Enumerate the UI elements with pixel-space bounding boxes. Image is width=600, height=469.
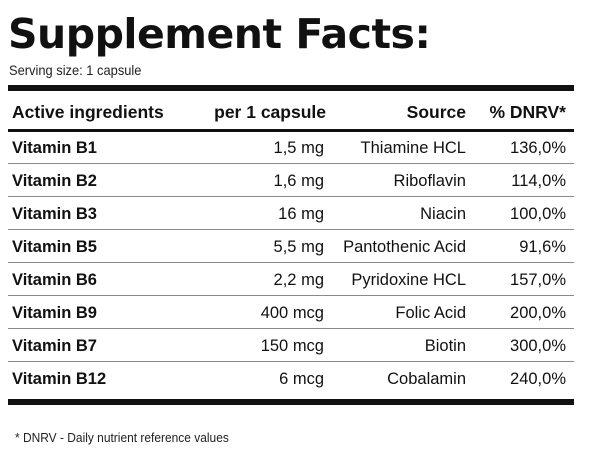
ingredient-dnrv: 136,0% (510, 139, 566, 157)
header-dose: per 1 capsule (214, 102, 326, 122)
ingredient-name: Vitamin B7 (12, 337, 97, 355)
ingredient-dnrv: 300,0% (510, 337, 566, 355)
ingredient-dose: 1,5 mg (273, 139, 324, 157)
table-row: Vitamin B2 1,6 mg Riboflavin 114,0% (8, 166, 574, 197)
table-row: Vitamin B5 5,5 mg Pantothenic Acid 91,6% (8, 232, 574, 263)
header-ingredient: Active ingredients (12, 102, 164, 122)
ingredient-dnrv: 240,0% (510, 370, 566, 388)
table-header: Active ingredients per 1 capsule Source … (8, 98, 574, 126)
table-row: Vitamin B6 2,2 mg Pyridoxine HCL 157,0% (8, 265, 574, 296)
page-title: Supplement Facts: (8, 10, 431, 58)
ingredient-source: Cobalamin (387, 370, 466, 388)
ingredient-dose: 16 mg (278, 205, 324, 223)
ingredient-source: Folic Acid (395, 304, 466, 322)
table-row: Vitamin B7 150 mcg Biotin 300,0% (8, 331, 574, 362)
ingredient-dnrv: 200,0% (510, 304, 566, 322)
ingredient-source: Niacin (420, 205, 466, 223)
header-source: Source (406, 102, 466, 122)
ingredient-dose: 2,2 mg (273, 271, 324, 289)
ingredient-source: Thiamine HCL (360, 139, 466, 157)
ingredient-dose: 150 mcg (260, 337, 324, 355)
ingredient-dnrv: 100,0% (510, 205, 566, 223)
ingredient-dose: 400 mcg (260, 304, 324, 322)
ingredient-name: Vitamin B5 (12, 238, 97, 256)
ingredient-name: Vitamin B1 (12, 139, 97, 157)
ingredient-source: Pantothenic Acid (343, 238, 466, 256)
header-dnrv: % DNRV* (489, 102, 566, 122)
ingredient-dose: 6 mcg (279, 370, 324, 388)
ingredient-name: Vitamin B3 (12, 205, 97, 223)
ingredient-source: Pyridoxine HCL (351, 271, 466, 289)
ingredient-dnrv: 157,0% (510, 271, 566, 289)
header-divider (8, 129, 574, 132)
top-divider (8, 85, 574, 91)
ingredient-dnrv: 91,6% (519, 238, 566, 256)
table-row: Vitamin B3 16 mg Niacin 100,0% (8, 199, 574, 230)
ingredient-name: Vitamin B9 (12, 304, 97, 322)
bottom-divider (8, 399, 574, 405)
ingredient-source: Riboflavin (393, 172, 466, 190)
footnote: * DNRV - Daily nutrient reference values (15, 430, 229, 445)
ingredient-name: Vitamin B6 (12, 271, 97, 289)
ingredient-dose: 1,6 mg (273, 172, 324, 190)
serving-size: Serving size: 1 capsule (9, 62, 142, 78)
ingredient-name: Vitamin B12 (12, 370, 107, 388)
table-row: Vitamin B12 6 mcg Cobalamin 240,0% (8, 364, 574, 394)
table-row: Vitamin B1 1,5 mg Thiamine HCL 136,0% (8, 133, 574, 164)
ingredient-name: Vitamin B2 (12, 172, 97, 190)
ingredient-source: Biotin (424, 337, 466, 355)
ingredient-dose: 5,5 mg (273, 238, 324, 256)
ingredient-dnrv: 114,0% (511, 172, 566, 190)
table-row: Vitamin B9 400 mcg Folic Acid 200,0% (8, 298, 574, 329)
